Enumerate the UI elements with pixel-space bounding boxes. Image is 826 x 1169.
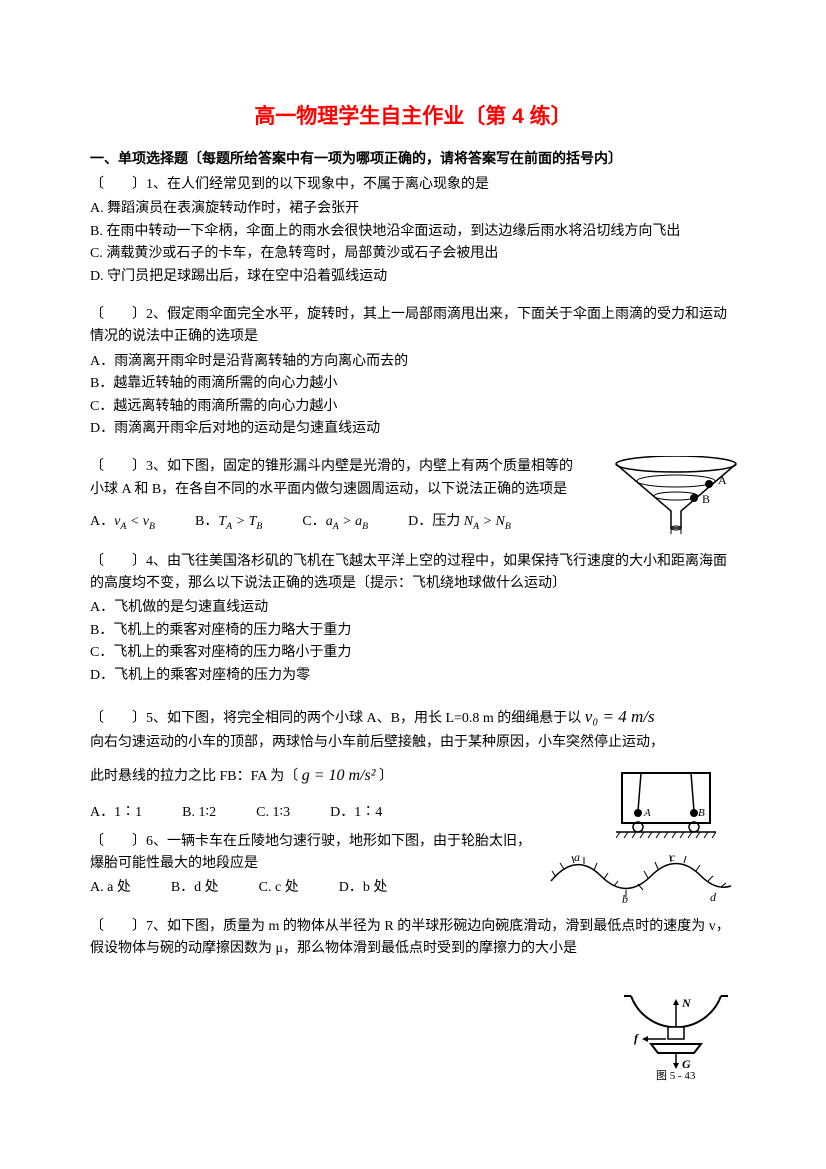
q2-stem: 〔 〕2、假定雨伞面完全水平，旋转时，其上一局部雨滴甩出来，下面关于伞面上雨滴的… [90, 304, 736, 349]
svg-text:A: A [643, 807, 651, 819]
svg-text:c: c [670, 851, 676, 864]
svg-text:b: b [622, 892, 628, 903]
q5-stem2: 向右匀速运动的小车的顶部，两球恰与小车前后壁接触，由于某种原因，小车突然停止运动… [90, 732, 736, 754]
svg-text:B: B [698, 807, 705, 819]
q3-stem: 〔 〕3、如下图，固定的锥形漏斗内壁是光滑的，内壁上有两个质量相等的小球 A 和… [90, 456, 586, 501]
q2-option-c: C．越远离转轴的雨滴所需的向心力越小 [90, 396, 736, 418]
q5-stem: 〔 〕5、如下图，将完全相同的两个小球 A、B，用长 L=0.8 m 的细绳悬于… [90, 703, 736, 730]
hills-figure: a b c d [546, 851, 736, 903]
svg-text:G: G [682, 1057, 691, 1071]
section-header: 一、单项选择题〔每题所给答案中有一项为哪项正确的，请将答案写在前面的括号内〕 [90, 148, 736, 168]
q1-option-b: B. 在雨中转动一下伞柄，伞面上的雨水会很快地沿伞面运动，到达边缘后雨水将沿切线… [90, 221, 736, 243]
q5-option-d: D．1∶4 [330, 802, 382, 824]
q4-option-d: D．飞机上的乘客对座椅的压力为零 [90, 665, 736, 687]
q6-option-a: A. a 处 [90, 877, 131, 899]
question-3: A B 〔 〕3、如下图，固定的锥形漏斗内壁是光滑的，内壁上有两个质量相等的小球… [90, 456, 736, 534]
svg-text:A: A [718, 473, 727, 487]
question-2: 〔 〕2、假定雨伞面完全水平，旋转时，其上一局部雨滴甩出来，下面关于伞面上雨滴的… [90, 304, 736, 440]
funnel-figure: A B [606, 456, 746, 546]
svg-text:N: N [681, 996, 692, 1010]
q5-option-c: C. 1∶3 [256, 802, 290, 824]
svg-text:d: d [710, 890, 717, 903]
q6-option-c: C. c 处 [259, 877, 299, 899]
q7-stem: 〔 〕7、如下图，质量为 m 的物体从半径为 R 的半球形碗边向碗底滑动，滑到最… [90, 916, 736, 961]
svg-text:a: a [574, 851, 580, 864]
q1-option-c: C. 满载黄沙或石子的卡车，在急转弯时，局部黄沙或石子会被甩出 [90, 243, 736, 265]
svg-text:B: B [702, 492, 710, 506]
page-title: 高一物理学生自主作业〔第 4 练〕 [90, 100, 736, 130]
q4-stem: 〔 〕4、由飞往美国洛杉矶的飞机在飞越太平洋上空的过程中，如果保持飞行速度的大小… [90, 551, 736, 596]
q1-stem: 〔 〕1、在人们经常见到的以下现象中，不属于离心现象的是 [90, 174, 736, 196]
q4-option-a: A．飞机做的是匀速直线运动 [90, 597, 736, 619]
q2-option-b: B．越靠近转轴的雨滴所需的向心力越小 [90, 373, 736, 395]
q5-option-b: B. 1∶2 [182, 802, 216, 824]
q3-options: A．vA < vB B．TA > TB C．aA > aB D．压力 NA > … [90, 511, 586, 534]
question-7: 〔 〕7、如下图，质量为 m 的物体从半径为 R 的半球形碗边向碗底滑动，滑到最… [90, 916, 736, 961]
bowl-figure: N f G 图 5 - 43 [616, 971, 736, 1081]
question-4: 〔 〕4、由飞往美国洛杉矶的飞机在飞越太平洋上空的过程中，如果保持飞行速度的大小… [90, 551, 736, 687]
svg-text:图 5 - 43: 图 5 - 43 [656, 1069, 696, 1081]
question-6: a b c d 〔 〕6、一辆卡车在丘陵地匀速行驶，地形如下图，由于轮胎太旧，爆… [90, 831, 736, 900]
q1-option-d: D. 守门员把足球踢出后，球在空中沿着弧线运动 [90, 266, 736, 288]
question-5: A B 〔 〕5、如下图，将完全相同的两个小球 A、B，用长 L=0.8 m 的… [90, 703, 736, 825]
q5-option-a: A．1∶1 [90, 802, 142, 824]
q6-option-d: D．b 处 [339, 877, 388, 899]
q1-option-a: A. 舞蹈演员在表演旋转动作时，裙子会张开 [90, 198, 736, 220]
q2-option-d: D．雨滴离开雨伞后对地的运动是匀速直线运动 [90, 418, 736, 440]
svg-text:f: f [634, 1031, 639, 1045]
q2-option-a: A．雨滴离开雨伞时是沿背离转轴的方向离心而去的 [90, 351, 736, 373]
q6-option-b: B．d 处 [171, 877, 219, 899]
q4-option-c: C．飞机上的乘客对座椅的压力略小于重力 [90, 642, 736, 664]
question-1: 〔 〕1、在人们经常见到的以下现象中，不属于离心现象的是 A. 舞蹈演员在表演旋… [90, 174, 736, 288]
q4-option-b: B．飞机上的乘客对座椅的压力略大于重力 [90, 620, 736, 642]
q6-stem: 〔 〕6、一辆卡车在丘陵地匀速行驶，地形如下图，由于轮胎太旧，爆胎可能性最大的地… [90, 831, 536, 876]
